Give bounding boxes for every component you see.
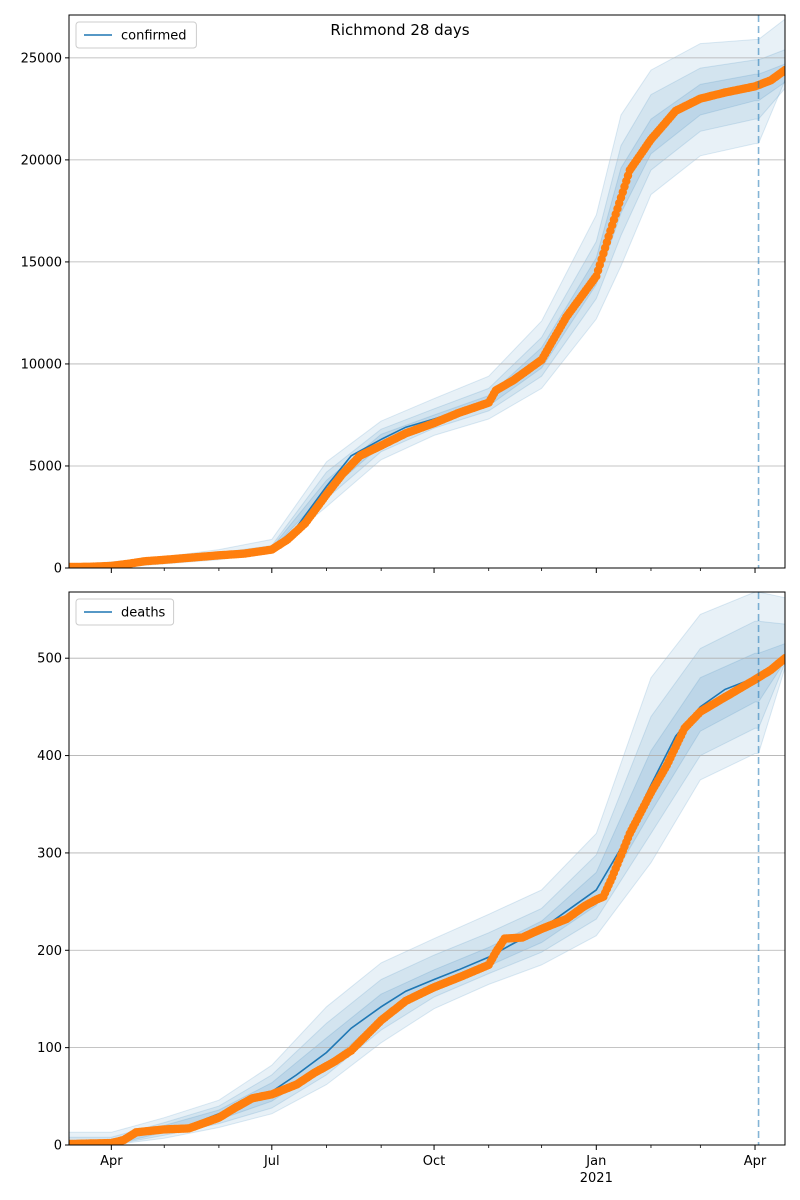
x-tick-label: Jul xyxy=(263,1154,280,1169)
figure-title: Richmond 28 days xyxy=(330,21,470,39)
confirmed-x-axis xyxy=(110,568,756,573)
x-tick-label: Oct xyxy=(423,1154,445,1169)
confirmed-legend: confirmed xyxy=(75,21,197,49)
y-tick-label: 10000 xyxy=(21,357,62,372)
y-tick-label: 0 xyxy=(54,1139,62,1154)
y-tick-label: 25000 xyxy=(21,51,62,66)
legend-label-deaths: deaths xyxy=(121,606,166,621)
y-tick-label: 5000 xyxy=(29,459,62,474)
observed-point xyxy=(780,654,785,663)
deaths-legend: deaths xyxy=(75,598,175,626)
deaths-x-axis: Apr Jul Oct Jan Apr 2021 xyxy=(100,1145,767,1186)
observed-point xyxy=(780,65,785,75)
y-tick-label: 20000 xyxy=(21,153,62,168)
deaths-axes-frame xyxy=(68,591,786,1146)
band-outer xyxy=(69,592,785,1145)
y-tick-label: 100 xyxy=(37,1041,62,1056)
confirmed-observed-points xyxy=(69,65,785,568)
x-tick-label: Apr xyxy=(744,1154,767,1169)
y-tick-label: 300 xyxy=(37,846,62,861)
confirmed-y-axis: 0 5000 10000 15000 20000 25000 xyxy=(21,51,69,577)
y-tick-label: 500 xyxy=(37,652,62,667)
deaths-y-axis: 0 100 200 300 400 500 xyxy=(37,652,69,1154)
band-middle xyxy=(69,620,785,1145)
deaths-observed-points xyxy=(69,654,785,1145)
confirmed-y-gridlines xyxy=(69,57,785,467)
x-tick-label: Apr xyxy=(100,1154,123,1169)
x-tick-label: Jan xyxy=(585,1154,606,1169)
legend-label-confirmed: confirmed xyxy=(121,29,187,44)
legend-box xyxy=(75,21,197,49)
y-tick-label: 0 xyxy=(54,562,62,577)
deaths-chart-panel: 0 100 200 300 400 500 Apr Jul Oct Jan Apr 2021 dea… xyxy=(37,591,786,1186)
legend-box xyxy=(75,598,175,626)
confirmed-chart-panel: 0 5000 10000 15000 20000 25000 confirmed xyxy=(21,14,786,577)
confirmed-axes-frame xyxy=(68,14,786,569)
y-tick-label: 200 xyxy=(37,944,62,959)
x-year-label: 2021 xyxy=(580,1171,613,1186)
y-tick-label: 400 xyxy=(37,749,62,764)
y-tick-label: 15000 xyxy=(21,255,62,270)
